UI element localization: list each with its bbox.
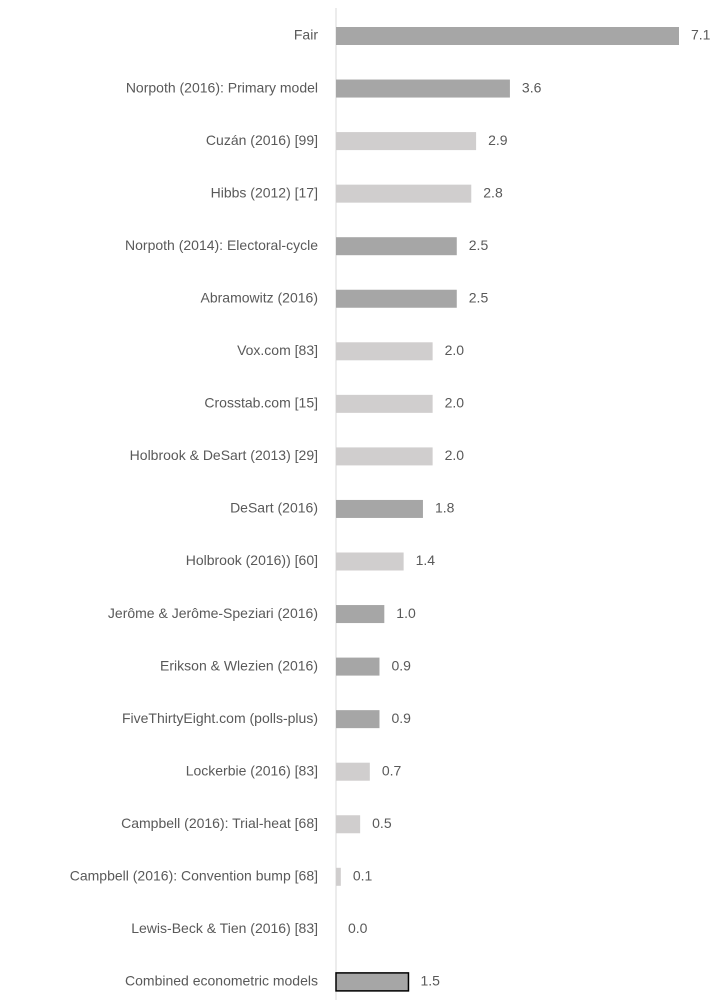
bar	[336, 867, 341, 886]
category-label: Abramowitz (2016)	[201, 289, 319, 305]
bar	[336, 394, 433, 413]
value-label: 2.8	[483, 184, 503, 200]
category-label: Lewis-Beck & Tien (2016) [83]	[131, 920, 318, 936]
value-label: 0.0	[348, 920, 368, 936]
category-label: DeSart (2016)	[230, 500, 318, 516]
bar	[336, 289, 457, 308]
category-label: Campbell (2016): Trial-heat [68]	[121, 815, 318, 831]
value-label: 2.0	[445, 395, 465, 411]
bar	[336, 710, 380, 729]
value-label: 0.7	[382, 762, 402, 778]
value-label: 1.8	[435, 500, 455, 516]
bar	[336, 79, 510, 98]
value-label: 1.4	[416, 552, 436, 568]
bar	[336, 605, 385, 624]
value-label: 1.0	[396, 605, 416, 621]
category-label: Norpoth (2014): Electoral-cycle	[125, 237, 318, 253]
category-label: Combined econometric models	[125, 973, 318, 989]
value-label: 2.0	[445, 342, 465, 358]
value-label: 2.5	[469, 289, 489, 305]
bar	[336, 132, 477, 151]
value-label: 2.5	[469, 237, 489, 253]
bar	[336, 342, 433, 361]
bar	[336, 184, 472, 203]
bar	[335, 972, 410, 992]
value-label: 1.5	[420, 973, 440, 989]
category-label: Holbrook (2016)) [60]	[186, 552, 318, 568]
bar	[336, 27, 679, 45]
category-label: Crosstab.com [15]	[204, 395, 318, 411]
value-label: 0.9	[391, 657, 411, 673]
value-label: 0.1	[353, 868, 373, 884]
value-label: 3.6	[522, 79, 542, 95]
value-label: 2.0	[445, 447, 465, 463]
category-label: Jerôme & Jerôme-Speziari (2016)	[108, 605, 318, 621]
bar	[336, 447, 433, 466]
category-label: Fair	[294, 27, 318, 43]
category-label: Erikson & Wlezien (2016)	[160, 657, 318, 673]
category-label: Norpoth (2016): Primary model	[126, 79, 318, 95]
value-label: 0.5	[372, 815, 392, 831]
category-label: Campbell (2016): Convention bump [68]	[70, 868, 318, 884]
category-label: Vox.com [83]	[237, 342, 318, 358]
bar	[336, 762, 370, 781]
category-label: Cuzán (2016) [99]	[206, 132, 318, 148]
category-label: FiveThirtyEight.com (polls-plus)	[122, 710, 318, 726]
bar	[336, 552, 404, 571]
category-label: Lockerbie (2016) [83]	[186, 762, 318, 778]
bar	[336, 499, 423, 518]
category-label: Hibbs (2012) [17]	[211, 184, 318, 200]
bar	[336, 815, 361, 834]
value-label: 0.9	[391, 710, 411, 726]
category-label: Holbrook & DeSart (2013) [29]	[130, 447, 318, 463]
bar	[336, 237, 457, 256]
value-label: 7.1	[691, 27, 711, 43]
bar	[336, 657, 380, 676]
value-label: 2.9	[488, 132, 508, 148]
